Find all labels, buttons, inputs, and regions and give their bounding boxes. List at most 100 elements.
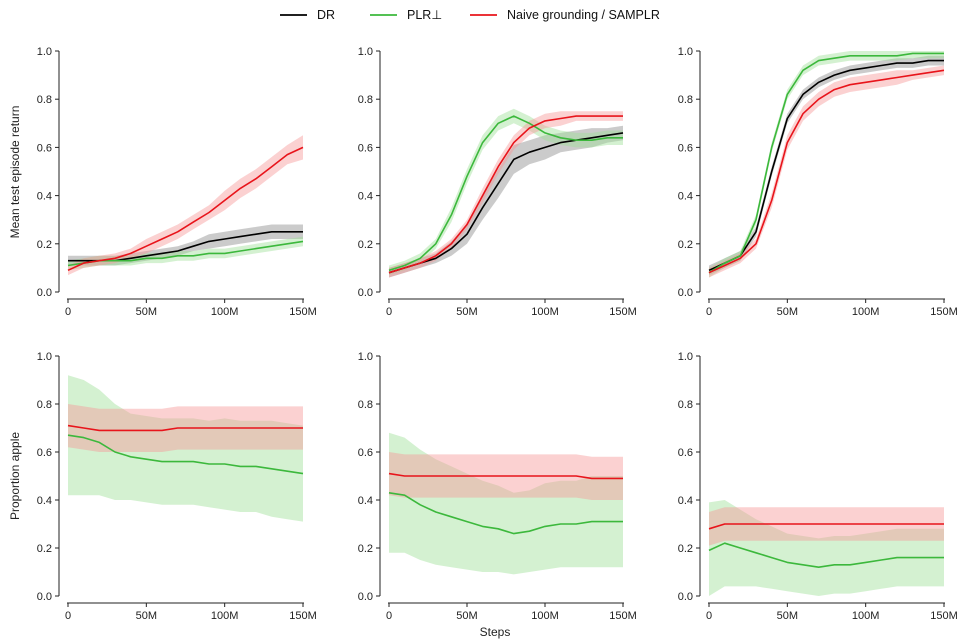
x-tick-label: 150M: [289, 610, 317, 622]
y-tick-label: 0.6: [37, 447, 52, 459]
x-tick-label: 0: [706, 306, 712, 318]
x-tick-label: 0: [386, 610, 392, 622]
series-line-naive-grounding-samplr: [388, 472, 623, 480]
x-tick-label: 150M: [609, 610, 637, 622]
y-axis-label-return: Mean test episode return: [8, 106, 22, 239]
y-tick-label: 0.0: [37, 591, 52, 603]
y-tick-label: 0.6: [678, 142, 693, 154]
band-naive-grounding-samplr: [389, 111, 623, 278]
y-tick-label: 0.0: [37, 287, 52, 299]
y-tick-label: 0.8: [37, 94, 52, 106]
x-axis-label-steps: Steps: [480, 625, 511, 639]
y-tick-label: 0.4: [37, 495, 52, 507]
panel-r1-c1: 0.0 0.2 0.4 0.6 0.8 1.0 0 50M 100M 150M: [358, 351, 637, 622]
y-tick-label: 0.2: [358, 239, 373, 251]
legend: DR PLR⊥ Naive grounding / SAMPLR: [280, 8, 660, 22]
y-tick-label: 0.8: [37, 399, 52, 411]
x-tick-label: 100M: [531, 610, 559, 622]
series-line-plr: [708, 542, 944, 569]
x-tick-label: 50M: [456, 306, 477, 318]
y-tick-label: 0.4: [678, 495, 693, 507]
series-line-naive-grounding-samplr: [67, 424, 303, 432]
x-tick-label: 50M: [456, 610, 477, 622]
y-tick-label: 0.0: [358, 287, 373, 299]
series-line-naive-grounding-samplr: [67, 146, 304, 272]
x-tick-label: 150M: [930, 610, 958, 622]
y-tick-label: 0.2: [678, 239, 693, 251]
x-tick-label: 50M: [136, 610, 157, 622]
band-plr: [709, 500, 944, 596]
series-line-dr: [708, 59, 944, 272]
x-tick-label: 100M: [211, 610, 239, 622]
legend-label: DR: [317, 8, 335, 22]
series-line-naive-grounding-samplr: [708, 523, 944, 530]
panels: 0.00.20.40.60.81.00 50M 100M 150M0.00.20.40…: [37, 46, 958, 622]
y-tick-label: 0.2: [37, 239, 52, 251]
series-line-plr: [67, 240, 304, 267]
y-tick-label: 0.4: [678, 191, 693, 203]
y-tick-label: 0.8: [358, 94, 373, 106]
panel-r0-c0: 0.0 0.2 0.4 0.6 0.8 1.0 0 50M 100M 150M: [37, 46, 317, 318]
x-tick-label: 150M: [609, 306, 637, 318]
y-tick-label: 0.6: [37, 142, 52, 154]
panel-r1-c0: 0.0 0.2 0.4 0.6 0.8 1.0 0 50M 100M 150M: [37, 351, 317, 622]
y-tick-label: 0.8: [358, 399, 373, 411]
band-plr: [68, 236, 303, 271]
band-plr: [389, 108, 623, 276]
band-plr: [709, 51, 944, 278]
y-tick-label: 0.6: [358, 447, 373, 459]
y-tick-label: 0.8: [678, 399, 693, 411]
x-tick-label: 100M: [211, 306, 239, 318]
y-tick-label: 0.2: [678, 543, 693, 555]
legend-label: Naive grounding / SAMPLR: [507, 8, 660, 22]
series-line-naive-grounding-samplr: [708, 69, 945, 274]
panel-r1-c2: 0.0 0.2 0.4 0.6 0.8 1.0 0 50M 100M 150M: [678, 351, 958, 622]
x-tick-label: 0: [386, 306, 392, 318]
x-tick-label: 150M: [289, 306, 317, 318]
series-line-plr: [388, 492, 623, 535]
y-tick-label: 0.0: [678, 287, 693, 299]
x-tick-label: 150M: [930, 306, 958, 318]
x-tick-label: 0: [706, 610, 712, 622]
x-tick-label: 0: [65, 610, 71, 622]
y-axis-label-proportion-apple: Proportion apple: [8, 432, 22, 520]
y-tick-label: 0.4: [358, 495, 373, 507]
panel-r0-c1: 0.0 0.2 0.4 0.6 0.8 1.0 0 50M 100M 150M: [358, 46, 637, 318]
x-tick-label: 100M: [531, 306, 559, 318]
x-tick-label: 100M: [852, 610, 880, 622]
y-tick-label: 1.0: [358, 46, 373, 58]
y-tick-label: 1.0: [37, 46, 52, 58]
series-line-dr: [388, 132, 624, 274]
y-tick-label: 0.0: [358, 591, 373, 603]
x-tick-label: 50M: [777, 306, 798, 318]
band-plr: [389, 432, 623, 575]
y-tick-label: 1.0: [358, 351, 373, 363]
panel-r0-c2: 0.0 0.2 0.4 0.6 0.8 1.0 0 50M 100M 150M: [678, 46, 958, 318]
series-line-plr: [67, 434, 304, 475]
x-tick-label: 50M: [136, 306, 157, 318]
series-line-plr: [388, 115, 623, 272]
y-tick-label: 0.4: [358, 191, 373, 203]
y-tick-label: 0.2: [358, 543, 373, 555]
y-tick-label: 0.0: [678, 591, 693, 603]
series-line-naive-grounding-samplr: [388, 115, 623, 274]
y-tick-label: 0.6: [678, 447, 693, 459]
y-tick-label: 0.8: [678, 94, 693, 106]
y-tick-label: 1.0: [678, 351, 693, 363]
y-tick-label: 1.0: [678, 46, 693, 58]
legend-label: PLR⊥: [407, 8, 442, 22]
x-tick-label: 100M: [852, 306, 880, 318]
x-tick-label: 50M: [777, 610, 798, 622]
band-plr: [68, 375, 303, 522]
band-naive-grounding-samplr: [709, 507, 944, 546]
legend-item-naive-grounding-samplr: Naive grounding / SAMPLR: [470, 8, 660, 22]
legend-item-dr: DR: [280, 8, 335, 22]
y-tick-label: 1.0: [37, 351, 52, 363]
x-tick-label: 0: [65, 306, 71, 318]
legend-item-plr: PLR⊥: [370, 8, 442, 22]
series-line-plr: [708, 52, 944, 274]
y-tick-label: 0.4: [37, 191, 52, 203]
y-tick-label: 0.2: [37, 543, 52, 555]
y-tick-label: 0.6: [358, 142, 373, 154]
